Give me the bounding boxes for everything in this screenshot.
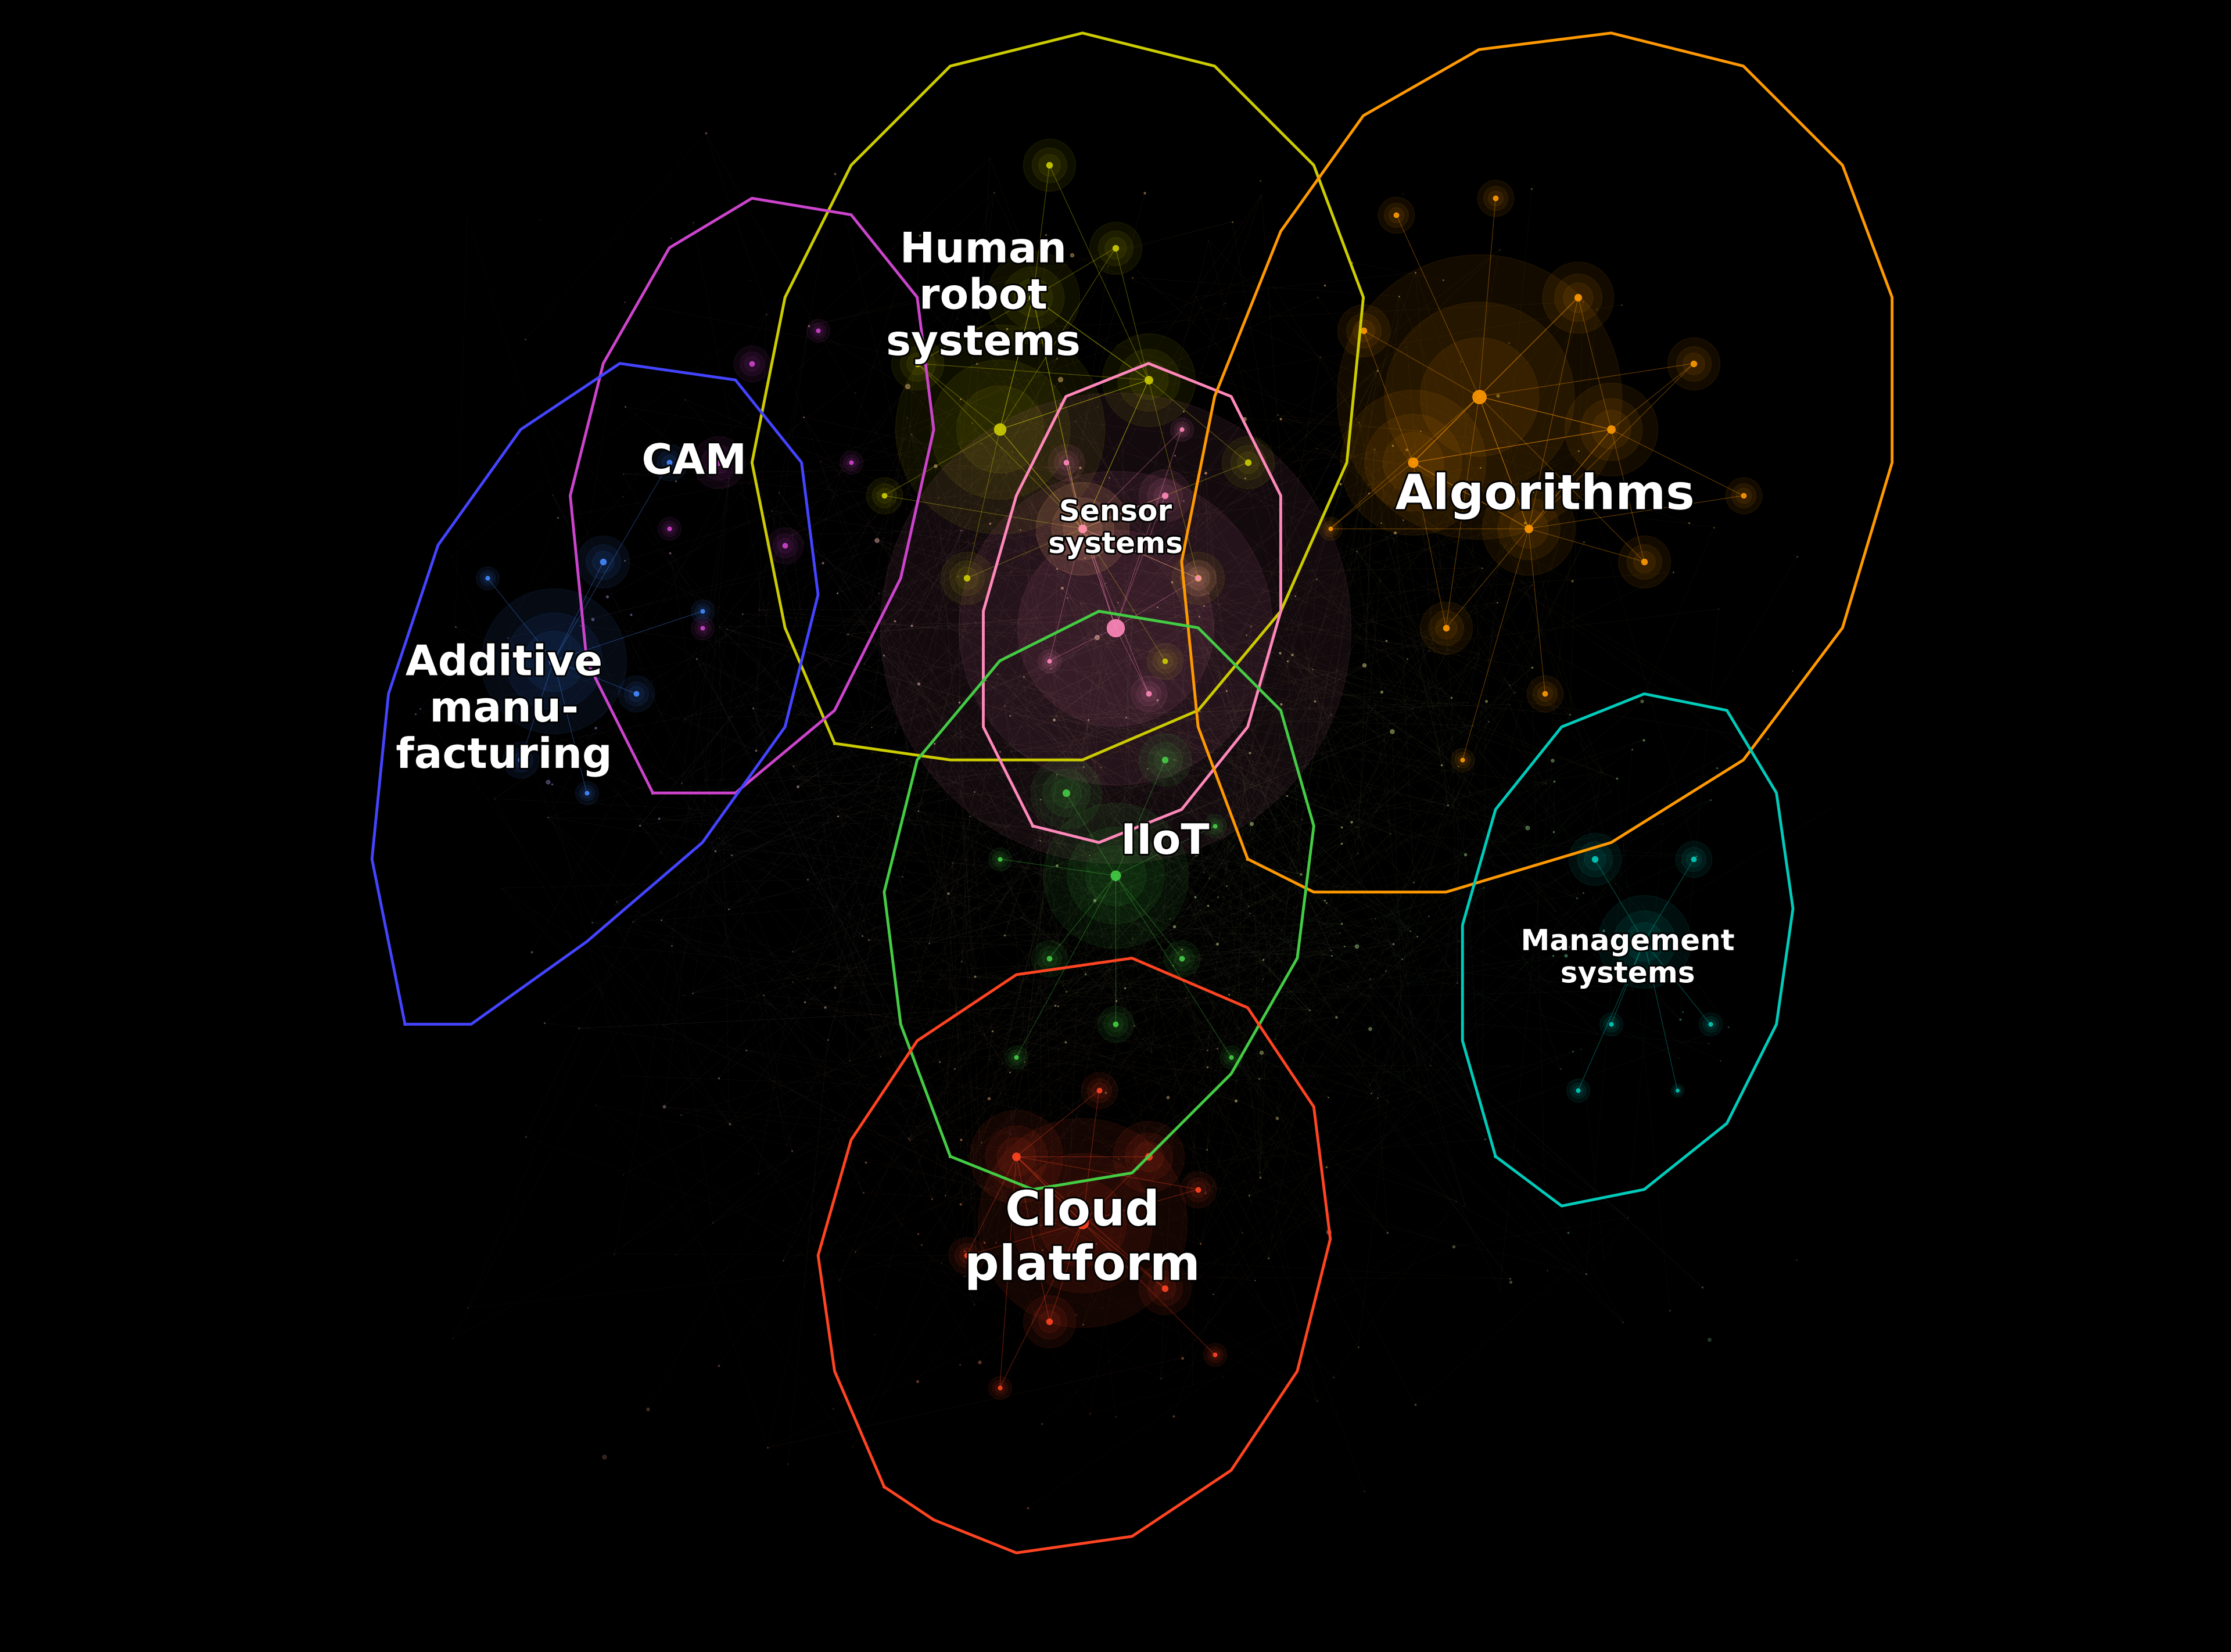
Text: Additive
manu-
facturing: Additive manu- facturing [395, 644, 614, 776]
Text: Cloud
platform: Cloud platform [964, 1188, 1200, 1290]
Text: Management
systems: Management systems [1522, 928, 1736, 988]
Text: Sensor
systems: Sensor systems [1049, 499, 1182, 558]
Text: Human
robot
systems: Human robot systems [886, 231, 1080, 363]
Text: IIoT: IIoT [1120, 823, 1209, 862]
Text: CAM: CAM [643, 443, 747, 482]
Text: Algorithms: Algorithms [1394, 472, 1696, 519]
